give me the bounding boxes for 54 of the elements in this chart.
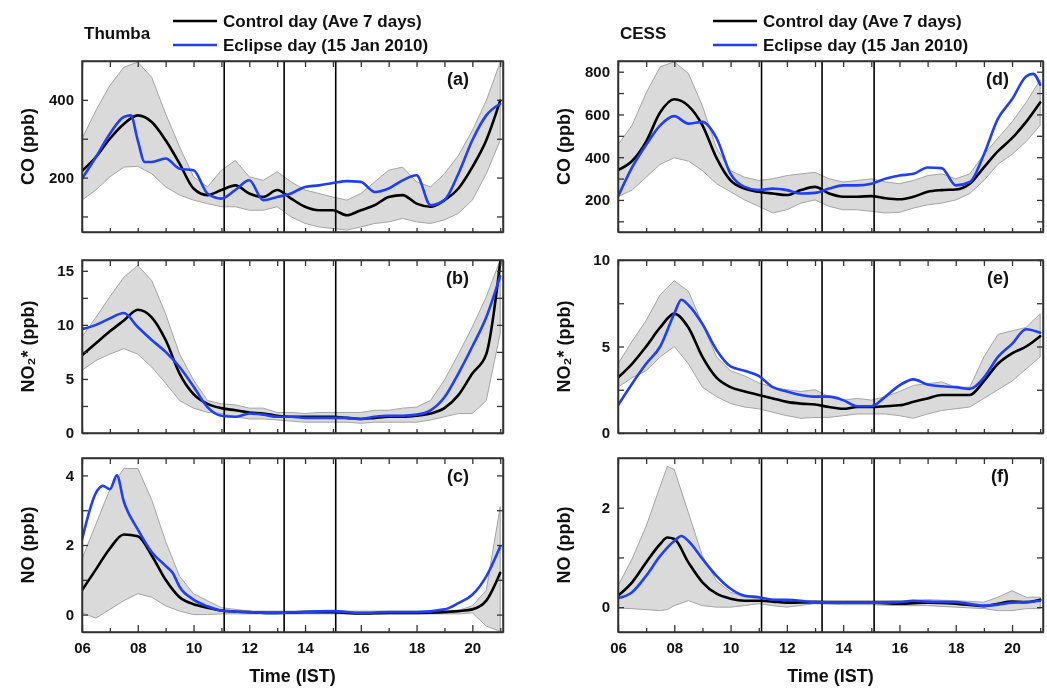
x-tick-label: 20: [464, 638, 482, 656]
y-axis-title: NO₂* (ppb): [18, 300, 38, 393]
y-tick-label: 400: [48, 91, 74, 109]
x-tick-label: 16: [352, 638, 370, 656]
x-axis-title: Time (IST): [787, 666, 874, 686]
y-tick-label: 0: [65, 605, 74, 623]
y-tick-label: 0: [65, 424, 74, 442]
y-tick-label: 5: [65, 370, 74, 388]
y-tick-label: 800: [584, 62, 610, 80]
y-axis-title: NO₂* (ppb): [554, 300, 574, 393]
y-tick-label: 2: [601, 499, 610, 517]
y-tick-label: 5: [601, 337, 610, 355]
y-tick-label: 400: [584, 148, 610, 166]
legend-label: Eclipse day (15 Jan 2010): [763, 36, 969, 55]
annotation: (f): [991, 466, 1009, 486]
x-tick-label: 20: [1004, 638, 1021, 656]
x-tick-label: 18: [947, 638, 965, 656]
x-tick-label: 06: [610, 638, 627, 656]
legend-label: Control day (Ave 7 days): [763, 12, 962, 31]
x-tick-label: 10: [722, 638, 740, 656]
y-tick-label: 2: [65, 536, 74, 554]
y-tick-label: 15: [57, 262, 74, 280]
annotation: (d): [986, 69, 1009, 89]
x-tick-label: 14: [297, 638, 315, 656]
x-tick-label: 12: [241, 638, 259, 656]
x-tick-label: 08: [666, 638, 684, 656]
x-tick-label: 10: [185, 638, 203, 656]
y-tick-label: 10: [593, 251, 610, 269]
y-tick-label: 0: [601, 598, 610, 616]
y-tick-label: 0: [601, 424, 610, 442]
legend-label: Control day (Ave 7 days): [223, 12, 422, 31]
y-tick-label: 4: [65, 466, 75, 484]
annotation: (c): [447, 466, 469, 486]
x-tick-label: 16: [891, 638, 909, 656]
y-axis-title: CO (ppb): [18, 108, 38, 185]
y-axis-title: CO (ppb): [554, 108, 574, 185]
y-tick-label: 600: [584, 105, 610, 123]
x-tick-label: 08: [129, 638, 147, 656]
x-tick-label: 12: [779, 638, 796, 656]
annotation: (b): [446, 268, 469, 288]
annotation: (e): [987, 268, 1009, 288]
y-tick-label: 200: [48, 168, 74, 186]
y-tick-label: 10: [57, 316, 74, 334]
x-tick-label: 18: [408, 638, 426, 656]
x-tick-label: 14: [835, 638, 853, 656]
y-tick-label: 200: [584, 191, 610, 209]
x-axis-title: Time (IST): [249, 666, 336, 686]
annotation: (a): [447, 69, 469, 89]
chart-title: Thumba: [84, 24, 151, 43]
legend-label: Eclipse day (15 Jan 2010): [223, 36, 429, 55]
y-axis-title: NO (ppb): [18, 506, 38, 584]
x-tick-label: 06: [74, 638, 91, 656]
chart-title: CESS: [620, 24, 667, 43]
y-axis-title: NO (ppb): [554, 506, 574, 584]
